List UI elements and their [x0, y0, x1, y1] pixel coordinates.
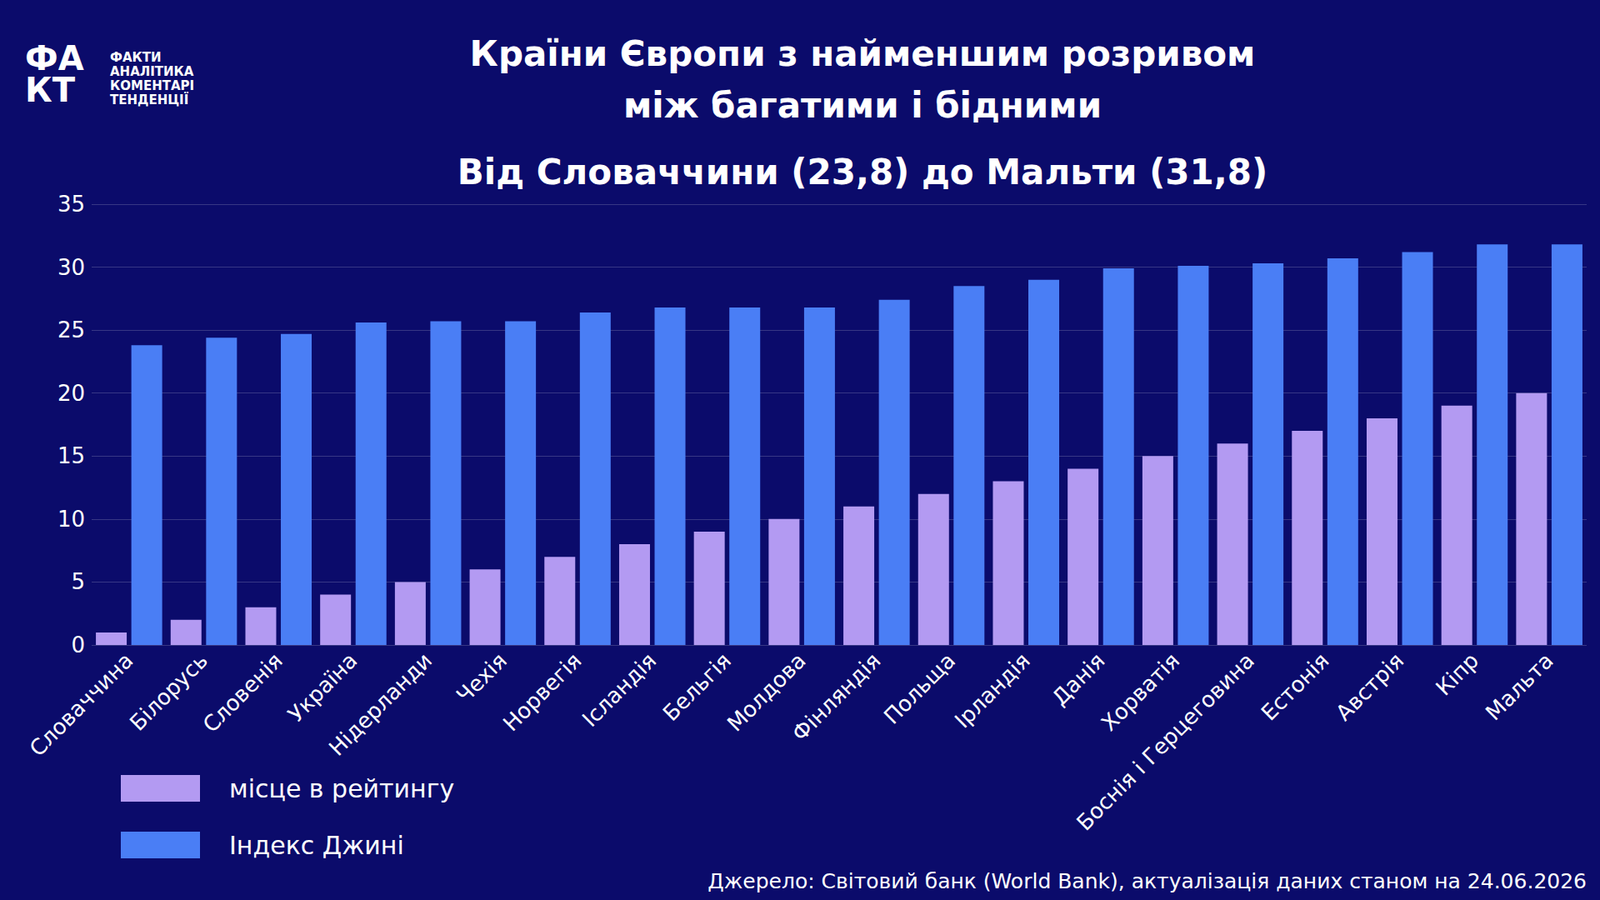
svg-text:0: 0	[70, 632, 85, 658]
svg-text:25: 25	[57, 317, 85, 343]
svg-text:Боснія і Герцеговина: Боснія і Герцеговина	[1071, 647, 1260, 835]
svg-text:Ірландія: Ірландія	[950, 647, 1035, 733]
svg-text:35: 35	[57, 191, 85, 217]
svg-text:Словенія: Словенія	[198, 647, 288, 737]
svg-text:Від Словаччини (23,8) до Мальт: Від Словаччини (23,8) до Мальти (31,8)	[457, 151, 1268, 193]
svg-text:Польща: Польща	[879, 647, 960, 729]
svg-text:ФА: ФА	[25, 39, 84, 78]
svg-text:Індекс Джині: Індекс Джині	[229, 830, 405, 860]
svg-text:10: 10	[57, 506, 85, 532]
svg-text:Бельгія: Бельгія	[658, 647, 737, 726]
svg-text:Словаччина: Словаччина	[24, 647, 138, 761]
svg-text:Джерело: Світовий банк (World: Джерело: Світовий банк (World Bank), акт…	[707, 869, 1587, 894]
svg-text:Білорусь: Білорусь	[125, 647, 213, 735]
svg-text:Хорватія: Хорватія	[1096, 647, 1185, 736]
svg-text:Естонія: Естонія	[1256, 647, 1335, 725]
svg-text:КТ: КТ	[25, 70, 76, 110]
svg-text:між багатими і бідними: між багатими і бідними	[623, 85, 1102, 126]
svg-text:Молдова: Молдова	[722, 647, 811, 737]
svg-text:КОМЕНТАРІ: КОМЕНТАРІ	[110, 78, 195, 94]
svg-text:30: 30	[57, 255, 85, 280]
svg-text:15: 15	[57, 443, 85, 469]
svg-text:Україна: Україна	[283, 647, 363, 727]
svg-text:Фінляндія: Фінляндія	[787, 647, 886, 746]
svg-text:20: 20	[57, 380, 85, 406]
svg-text:місце в рейтингу: місце в рейтингу	[229, 774, 455, 804]
svg-text:Мальта: Мальта	[1480, 647, 1559, 725]
svg-text:ТЕНДЕНЦІЇ: ТЕНДЕНЦІЇ	[110, 91, 190, 108]
svg-text:АНАЛІТИКА: АНАЛІТИКА	[110, 64, 195, 80]
svg-text:Чехія: Чехія	[451, 647, 512, 708]
svg-text:Ісландія: Ісландія	[577, 647, 662, 732]
svg-text:Кіпр: Кіпр	[1430, 647, 1484, 700]
svg-text:Данія: Данія	[1047, 647, 1110, 710]
svg-text:Нідерланди: Нідерланди	[324, 647, 437, 760]
svg-text:5: 5	[70, 569, 85, 595]
svg-text:Країни Європи з найменшим розр: Країни Європи з найменшим розривом	[470, 33, 1256, 75]
svg-text:Австрія: Австрія	[1330, 647, 1409, 725]
svg-text:ФАКТИ: ФАКТИ	[110, 50, 162, 65]
svg-text:Норвегія: Норвегія	[498, 647, 587, 736]
